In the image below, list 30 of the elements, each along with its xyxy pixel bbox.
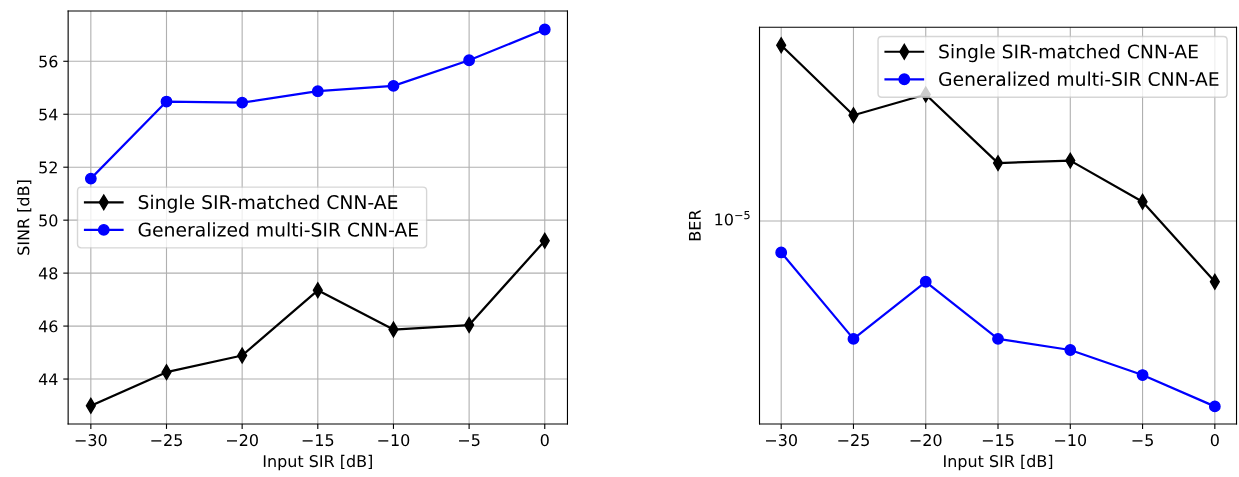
y-tick-label: 46 — [38, 320, 58, 333]
y-axis-title: SINR [dB] — [17, 180, 32, 255]
x-tick-label: −15 — [302, 434, 334, 447]
legend-label: Single SIR-matched CNN-AE — [138, 194, 398, 213]
x-tick-label: −20 — [226, 434, 258, 447]
ref-line-label: 10$^{−5}$ — [715, 210, 750, 226]
x-tick-label: −15 — [982, 434, 1014, 447]
y-tick-label: 56 — [39, 55, 58, 68]
y-tick-label: 52 — [39, 161, 57, 174]
y-axis-title: BER — [688, 210, 701, 241]
legend-label: Single SIR-matched CNN-AE — [939, 44, 1198, 63]
x-axis-title: Input SIR [dB] — [263, 454, 372, 471]
x-tick-label: −25 — [838, 434, 869, 447]
x-tick-label: 0 — [540, 434, 549, 447]
y-tick-label: 44 — [38, 373, 58, 386]
y-tick-label: 54 — [39, 108, 58, 121]
x-tick-label: −10 — [378, 434, 410, 447]
x-tick-label: −30 — [766, 434, 797, 447]
x-tick-label: −20 — [910, 434, 942, 447]
x-tick-label: 0 — [1210, 434, 1219, 447]
x-tick-label: −5 — [1132, 434, 1153, 447]
y-tick-label: 50 — [39, 214, 58, 227]
x-tick-label: −25 — [151, 434, 182, 447]
y-tick-label: 48 — [38, 267, 58, 280]
legend-label: Generalized multi-SIR CNN-AE — [939, 71, 1219, 87]
x-tick-label: −10 — [1055, 434, 1087, 447]
x-axis-title: Input SIR [dB] — [944, 454, 1053, 471]
x-tick-label: −5 — [459, 434, 480, 447]
legend-label: Generalized multi-SIR CNN-AE — [138, 222, 418, 237]
x-tick-label: −30 — [75, 434, 107, 447]
